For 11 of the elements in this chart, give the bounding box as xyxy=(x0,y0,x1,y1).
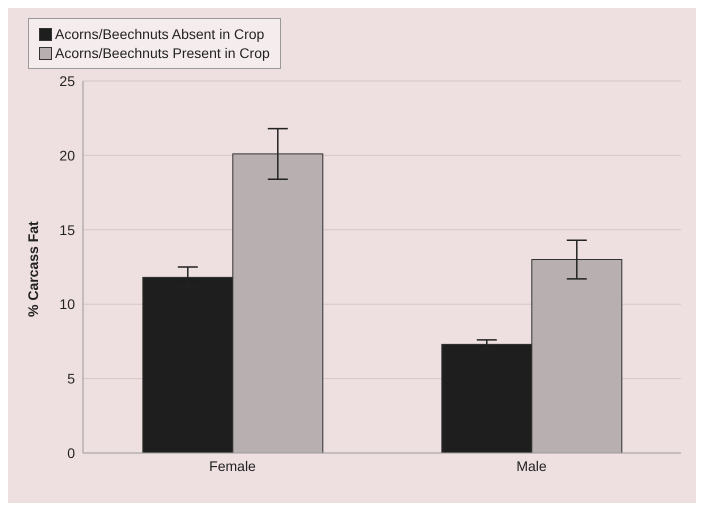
y-tick-label: 20 xyxy=(59,147,76,164)
y-tick-label: 5 xyxy=(67,370,76,387)
y-tick-label: 15 xyxy=(59,222,76,238)
legend-label: Acorns/Beechnuts Absent in Crop xyxy=(55,26,264,42)
y-tick-label: 25 xyxy=(59,72,76,89)
x-tick-label: Male xyxy=(516,458,547,474)
legend-label: Acorns/Beechnuts Present in Crop xyxy=(55,45,270,61)
y-axis-title: % Carcass Fat xyxy=(24,220,41,317)
y-tick-label: 0 xyxy=(67,444,76,461)
x-tick-label: Female xyxy=(209,458,256,474)
y-tick-label: 10 xyxy=(59,296,76,312)
